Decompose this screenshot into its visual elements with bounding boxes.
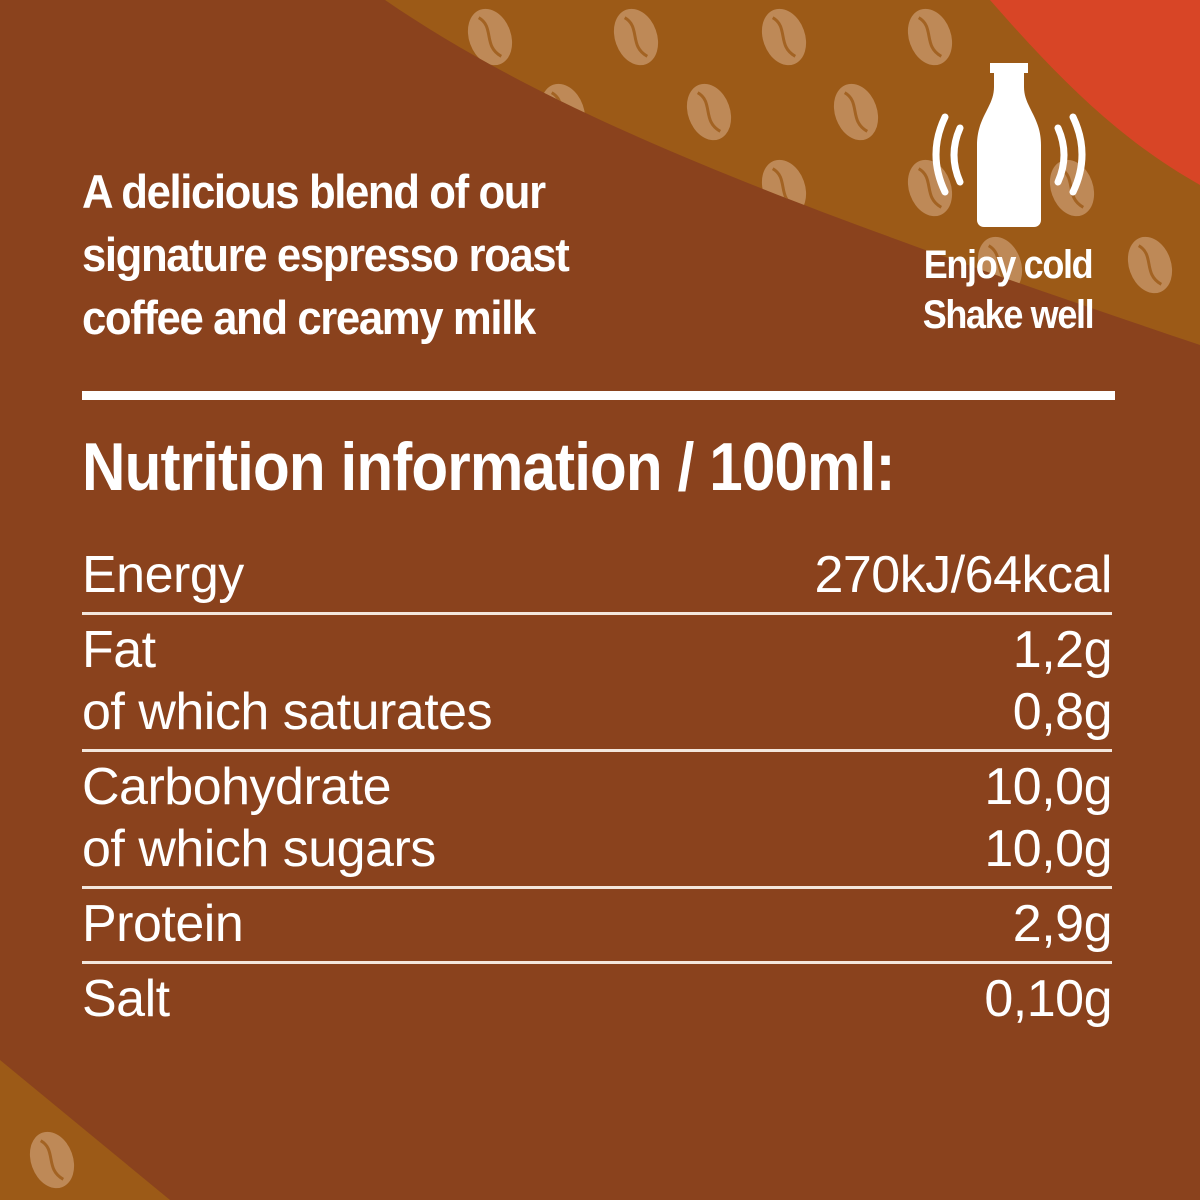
row-label: Salt (82, 970, 170, 1028)
serving-instructions: Enjoy cold Shake well (893, 240, 1123, 340)
carbohydrate-group: Carbohydrate 10,0g of which sugars 10,0g (82, 752, 1112, 889)
row-value: 10,0g (984, 758, 1112, 816)
row-value: 0,10g (984, 970, 1112, 1028)
enjoy-cold-text: Enjoy cold (923, 243, 1094, 287)
row-label: of which saturates (82, 683, 493, 741)
table-row: Salt 0,10g (82, 968, 1112, 1030)
row-value: 1,2g (1012, 621, 1113, 679)
fat-group: Fat 1,2g of which saturates 0,8g (82, 615, 1113, 752)
shaking-bottle-icon (932, 63, 1086, 227)
product-description: A delicious blend of our signature espre… (82, 160, 570, 349)
table-row: of which sugars 10,0g (82, 818, 1112, 880)
red-corner (990, 0, 1200, 185)
table-row: Carbohydrate 10,0g (82, 756, 1112, 818)
table-row: Fat 1,2g (82, 619, 1113, 681)
amber-corner (0, 1060, 170, 1200)
headline-line: A delicious blend of our (82, 165, 546, 218)
nutrition-table: Energy 270kJ/64kcal Fat 1,2g of which satu… (82, 540, 1113, 1036)
table-row: Energy 270kJ/64kcal (82, 544, 1112, 606)
row-label: of which sugars (82, 820, 436, 878)
table-row: of which saturates 0,8g (82, 681, 1113, 743)
nutrition-title: Nutrition information / 100ml: (82, 429, 896, 505)
row-value: 2,9g (1012, 895, 1113, 953)
row-value: 10,0g (984, 820, 1112, 878)
table-row: Protein 2,9g (82, 893, 1113, 955)
row-label: Carbohydrate (82, 758, 392, 816)
row-label: Protein (82, 895, 244, 953)
protein-group: Protein 2,9g (82, 889, 1113, 964)
row-label: Fat (82, 621, 156, 679)
headline-line: signature espresso roast (82, 228, 570, 281)
row-value: 270kJ/64kcal (814, 546, 1112, 604)
headline-line: coffee and creamy milk (82, 291, 536, 344)
divider (82, 391, 1115, 400)
salt-group: Salt 0,10g (82, 964, 1112, 1036)
row-label: Energy (82, 546, 244, 604)
row-value: 0,8g (1012, 683, 1113, 741)
energy-group: Energy 270kJ/64kcal (82, 540, 1112, 615)
shake-well-text: Shake well (922, 293, 1095, 337)
